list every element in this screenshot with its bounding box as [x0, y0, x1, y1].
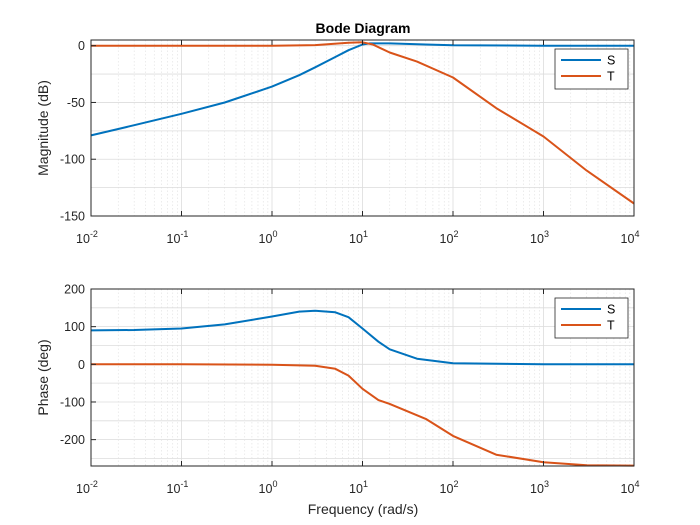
y-tick-label: -100 — [60, 153, 85, 167]
series-line-T — [91, 41, 635, 205]
x-tick-label: 100 — [259, 229, 278, 246]
series-line-S — [90, 42, 634, 137]
legend-label-S: S — [607, 54, 615, 68]
y-tick-label: -50 — [67, 96, 85, 110]
y-tick-label: 200 — [64, 283, 85, 297]
phase-plot: 10-2 10-1 100 101 102 103 104 200 100 0 -100 -200 Ph… — [35, 283, 639, 497]
x-tick-label: 10-1 — [167, 479, 189, 496]
x-tick-label: 102 — [440, 479, 459, 496]
legend-label-T: T — [607, 319, 615, 333]
legend-box — [554, 48, 629, 90]
legend: ST — [554, 48, 629, 90]
x-tick-label: 10-1 — [167, 229, 189, 246]
y-tick-label: 100 — [64, 320, 85, 334]
x-tick-label: 103 — [530, 229, 549, 246]
legend-box — [554, 297, 629, 339]
series-line-S — [90, 309, 634, 366]
chart-title: Bode Diagram — [316, 20, 411, 36]
y-tick-label: 0 — [78, 39, 85, 53]
legend: ST — [554, 297, 629, 339]
y-axis-label: Magnitude (dB) — [35, 80, 51, 176]
x-axis-label: Frequency (rad/s) — [308, 501, 418, 517]
y-tick-label: -200 — [60, 433, 85, 447]
x-tick-label: 104 — [621, 229, 640, 246]
grid — [90, 40, 635, 217]
x-tick-label: 102 — [440, 229, 459, 246]
x-tick-label: 104 — [621, 479, 640, 496]
x-tick-label: 101 — [349, 229, 368, 246]
x-tick-label: 103 — [530, 479, 549, 496]
y-tick-label: -150 — [60, 210, 85, 224]
y-tick-label: -100 — [60, 395, 85, 409]
legend-label-S: S — [607, 303, 615, 317]
series-line-T — [91, 363, 635, 467]
legend-label-T: T — [607, 70, 615, 84]
magnitude-plot: 10-2 10-1 100 101 102 103 104 0 -50 -100 -150 Magni… — [35, 39, 639, 246]
x-tick-label: 101 — [349, 479, 368, 496]
x-tick-label: 100 — [259, 479, 278, 496]
x-tick-label: 10-2 — [76, 479, 98, 496]
y-axis-label: Phase (deg) — [35, 339, 51, 415]
x-tick-label: 10-2 — [76, 229, 98, 246]
y-tick-label: 0 — [78, 358, 85, 372]
